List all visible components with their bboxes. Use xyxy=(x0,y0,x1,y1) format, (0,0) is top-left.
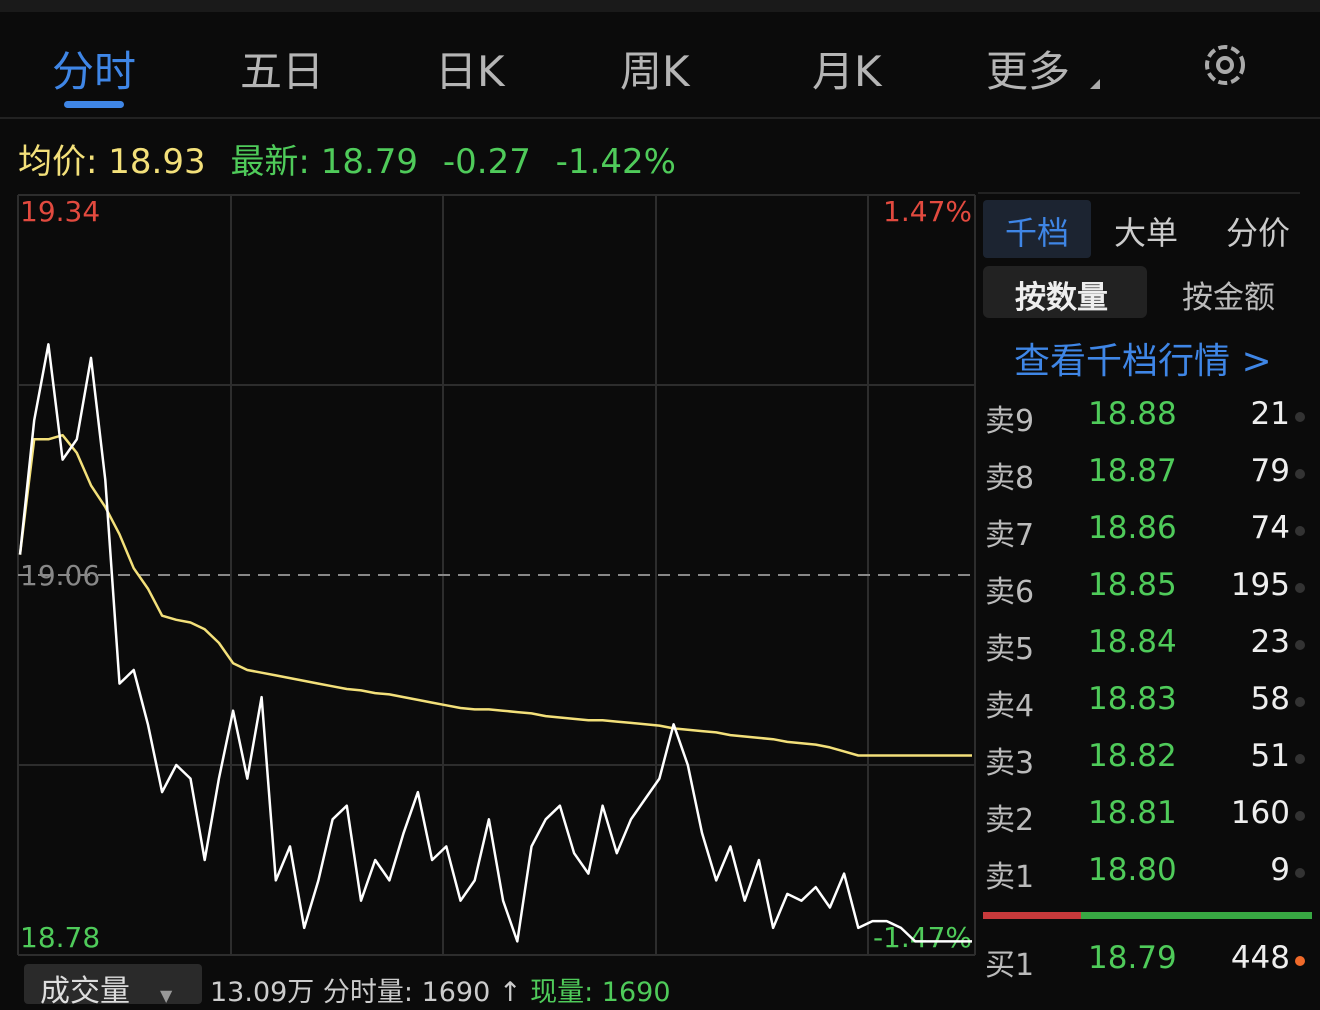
minute-volume: 分时量: 1690 xyxy=(322,977,491,1008)
order-dot xyxy=(1295,469,1305,479)
selector-text[interactable]: 成交量 xyxy=(40,974,130,1009)
sell-ratio xyxy=(983,912,1081,919)
order-label: 卖5 xyxy=(985,632,1035,667)
order-qty: 21 xyxy=(1250,396,1290,432)
y-tick-label: 19.34 xyxy=(20,195,100,228)
more-caret xyxy=(1090,79,1100,89)
tab[interactable]: 月K xyxy=(812,47,882,96)
order-price: 18.84 xyxy=(1088,624,1177,660)
info-bar: 均价: 18.93 最新: 18.79 -0.27 -1.42% xyxy=(18,134,676,183)
subtab-active-bg xyxy=(983,266,1147,318)
order-label: 卖7 xyxy=(985,518,1035,553)
order-label: 卖1 xyxy=(985,860,1035,895)
tab[interactable]: 五日 xyxy=(240,47,325,96)
panel-top-line xyxy=(978,192,1300,194)
depth-link[interactable]: 查看千档行情 > xyxy=(1014,341,1272,382)
order-qty: 448 xyxy=(1230,940,1290,976)
order-price: 18.87 xyxy=(1088,453,1177,489)
change: -0.27 xyxy=(442,142,531,182)
panel-tab[interactable]: 大单 xyxy=(1114,214,1179,252)
order-price: 18.85 xyxy=(1088,567,1177,603)
last-value: 18.79 xyxy=(320,142,419,182)
order-price: 18.82 xyxy=(1088,738,1177,774)
order-dot xyxy=(1295,526,1305,536)
volume-total: 13.09万 xyxy=(210,977,315,1008)
order-price: 18.80 xyxy=(1088,852,1177,888)
y-tick-label: 19.06 xyxy=(20,559,100,592)
order-label: 卖8 xyxy=(985,461,1035,496)
price-line xyxy=(18,343,972,943)
order-label: 卖2 xyxy=(985,803,1035,838)
sub-tab[interactable]: 按数量 xyxy=(1015,280,1108,316)
order-label: 卖9 xyxy=(985,404,1035,439)
order-label: 卖6 xyxy=(985,575,1035,610)
panel-tab[interactable]: 分价 xyxy=(1226,214,1291,252)
order-qty: 160 xyxy=(1230,795,1290,831)
order-dot xyxy=(1295,640,1305,650)
order-dot xyxy=(1295,583,1305,593)
change-pct: -1.42% xyxy=(555,142,676,182)
order-label: 买1 xyxy=(985,948,1035,983)
tab-indicator xyxy=(64,101,124,108)
order-dot xyxy=(1295,868,1305,878)
order-qty: 74 xyxy=(1250,510,1290,546)
divider xyxy=(0,117,1320,119)
order-dot xyxy=(1295,811,1305,821)
volume-info: 13.09万 分时量: 1690 ↑ 现量: 1690 xyxy=(210,970,671,1009)
order-price: 18.88 xyxy=(1088,396,1177,432)
last-label: 最新: xyxy=(230,142,310,182)
y-tick-label: 18.78 xyxy=(20,921,100,954)
order-dot xyxy=(1295,956,1305,966)
order-price: 18.86 xyxy=(1088,510,1177,546)
volume-selector[interactable]: 成交量 ▼ xyxy=(40,966,172,1010)
tab[interactable]: 日K xyxy=(435,47,505,96)
y2-tick-label: 1.47% xyxy=(883,195,972,228)
settings-icon[interactable] xyxy=(1198,40,1252,90)
avg-value: 18.93 xyxy=(108,142,206,182)
tab[interactable]: 分时 xyxy=(52,47,137,96)
order-qty: 23 xyxy=(1250,624,1290,660)
order-label: 卖4 xyxy=(985,689,1035,724)
order-price: 18.81 xyxy=(1088,795,1177,831)
y2-tick-label: -1.47% xyxy=(873,921,972,954)
order-dot xyxy=(1295,754,1305,764)
chart: 19.34 19.06 18.78 1.47% -1.47% xyxy=(17,194,976,956)
buy-ratio xyxy=(1081,912,1312,919)
avg-label: 均价: xyxy=(18,142,98,182)
order-qty: 9 xyxy=(1270,852,1290,888)
avg-price-line xyxy=(18,433,972,757)
tab[interactable]: 周K xyxy=(620,47,690,96)
order-qty: 51 xyxy=(1250,738,1290,774)
order-dot xyxy=(1295,412,1305,422)
arrow: ↑ xyxy=(498,977,522,1008)
order-price: 18.79 xyxy=(1088,940,1177,976)
tab[interactable]: 更多 xyxy=(986,47,1071,96)
order-price: 18.83 xyxy=(1088,681,1177,717)
panel-tab[interactable]: 千档 xyxy=(1005,214,1070,252)
order-dot xyxy=(1295,697,1305,707)
panel-tab-active-bg xyxy=(983,200,1091,258)
order-qty: 58 xyxy=(1250,681,1290,717)
order-qty: 195 xyxy=(1230,567,1290,603)
sub-tab[interactable]: 按金额 xyxy=(1182,280,1275,316)
order-label: 卖3 xyxy=(985,746,1035,781)
top-strip xyxy=(0,0,1320,12)
current-volume: 现量: 1690 xyxy=(530,977,671,1008)
order-qty: 79 xyxy=(1250,453,1290,489)
